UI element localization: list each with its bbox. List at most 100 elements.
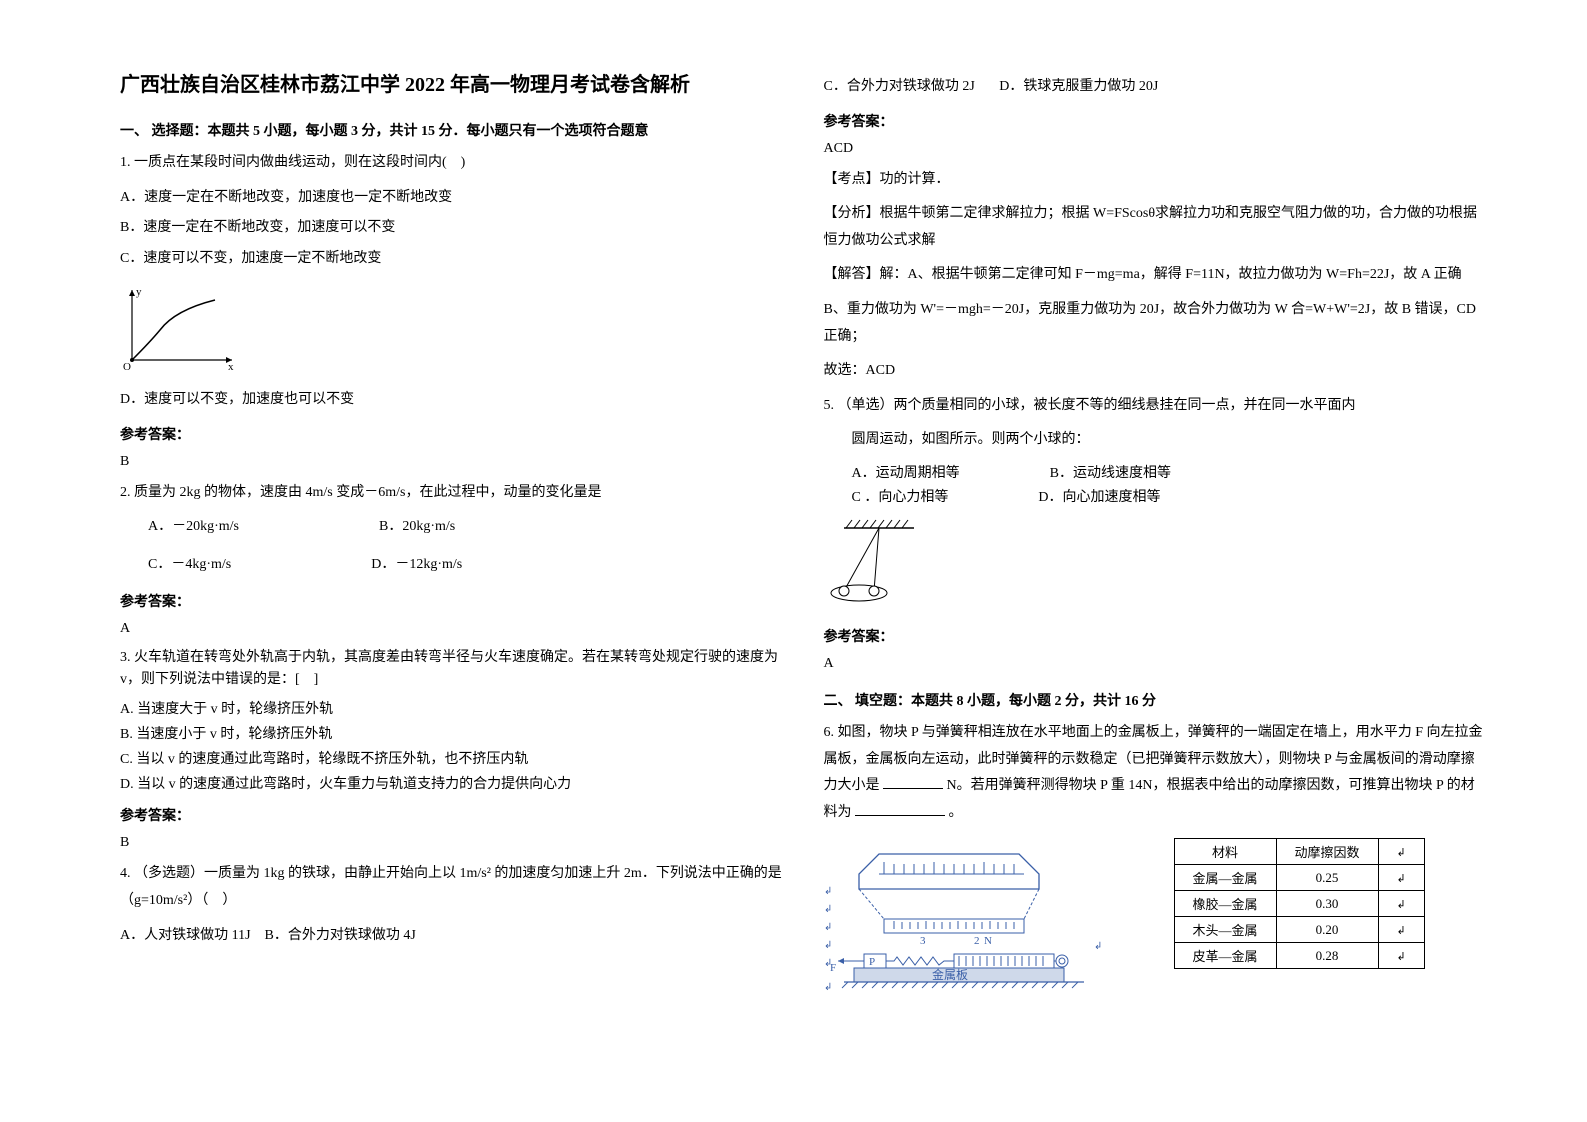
q3-optD: D. 当以 v 的速度通过此弯路时，火车重力与轨道支持力的合力提供向心力 (120, 774, 784, 795)
cell: 橡胶—金属 (1174, 891, 1276, 917)
wall-ring (1056, 955, 1068, 967)
q5-row1: A．运动周期相等 B．运动线速度相等 (824, 462, 1488, 482)
sym2: ↲ (824, 904, 832, 915)
sym5: ↲ (824, 958, 832, 969)
q1-stem: 1. 一质点在某段时间内做曲线运动，则在这段时间内( ) (120, 150, 784, 177)
q6-blank1 (883, 775, 943, 789)
ball1 (839, 586, 849, 596)
q5-stem1: 5. （单选）两个质量相同的小球，被长度不等的细线悬挂在同一点，并在同一水平面内 (824, 393, 1488, 420)
cell: 0.20 (1276, 917, 1378, 943)
q3-ans: B (120, 835, 784, 851)
q5-row2: C ．向心力相等 D．向心加速度相等 (824, 486, 1488, 506)
sym1: ↲ (824, 886, 832, 897)
cell: 0.25 (1276, 865, 1378, 891)
sym6: ↲ (824, 982, 832, 993)
plate-label: 金属板 (932, 967, 968, 982)
q4-optA: A．人对铁球做功 11J (120, 928, 251, 943)
sym4: ↲ (824, 940, 832, 951)
q4-jd1: 【解答】解：A、根据牛顿第二定律可知 F－mg=ma，解得 F=11N，故拉力做… (824, 262, 1488, 289)
table-header-row: 材料 动摩擦因数 ↲ (1174, 839, 1424, 865)
y-arrow (129, 290, 135, 296)
cell-sym: ↲ (1378, 917, 1424, 943)
scale-body-side (954, 954, 1054, 968)
tick-2: 2 (974, 935, 980, 947)
table-row: 橡胶—金属 0.30 ↲ (1174, 891, 1424, 917)
scale-small-body (884, 919, 1024, 933)
material-table: 材料 动摩擦因数 ↲ 金属—金属 0.25 ↲ 橡胶—金属 0.30 ↲ 木头—… (1174, 838, 1425, 969)
q5-optA: A．运动周期相等 (852, 462, 960, 482)
scale-large-body (859, 854, 1039, 889)
cell-sym: ↲ (1378, 943, 1424, 969)
q4-row1: A．人对铁球做功 11J B．合外力对铁球做功 4J (120, 923, 784, 950)
q5-figure (824, 516, 1488, 616)
curve-graph-svg: O y x (120, 282, 240, 372)
q5-ans: A (824, 656, 1488, 672)
pendulum-svg (824, 516, 944, 611)
q4-optB: B．合外力对铁球做功 4J (265, 928, 416, 943)
q3-stem: 3. 火车轨道在转弯处外轨高于内轨，其高度差由转弯半径与火车速度确定。若在某转弯… (120, 647, 784, 692)
q3-optB: B. 当速度小于 v 时，轮缘挤压外轨 (120, 724, 784, 745)
curve (132, 300, 215, 360)
q4-stem: 4. （多选题）一质量为 1kg 的铁球，由静止开始向上以 1m/s² 的加速度… (120, 861, 784, 914)
q4-kd: 【考点】功的计算． (824, 167, 1488, 194)
q3-optA: A. 当速度大于 v 时，轮缘挤压外轨 (120, 699, 784, 720)
q6-stem3: 。 (949, 805, 963, 820)
q1-ans-h: 参考答案： (120, 424, 784, 444)
q2-optB: B．20kg·m/s (379, 515, 455, 535)
q5-stem2: 圆周运动，如图所示。则两个小球的： (852, 427, 1488, 454)
q4-jd2: B、重力做功为 W'=－mgh=－20J，克服重力做功为 20J，故合外力做功为… (824, 297, 1488, 350)
section2-heading: 二、 填空题：本题共 8 小题，每小题 2 分，共计 16 分 (824, 690, 1488, 710)
q1-optC: C．速度可以不变，加速度一定不断地改变 (120, 246, 784, 273)
string1 (844, 528, 879, 591)
right-column: C．合外力对铁球做功 2J D．铁球克服重力做功 20J 参考答案： ACD 【… (804, 70, 1508, 1082)
q4-fx: 【分析】根据牛顿第二定律求解拉力；根据 W=FScosθ求解拉力功和克服空气阻力… (824, 201, 1488, 254)
cell-sym: ↲ (1378, 891, 1424, 917)
q2-optC: C．－4kg·m/s (148, 553, 231, 573)
q2-optA: A．－20kg·m/s (148, 515, 239, 535)
left-column: 广西壮族自治区桂林市荔江中学 2022 年高一物理月考试卷含解析 一、 选择题：… (100, 70, 804, 1082)
table-row: 金属—金属 0.25 ↲ (1174, 865, 1424, 891)
cell: 0.28 (1276, 943, 1378, 969)
wall-ring-inner (1059, 958, 1065, 964)
sym-r: ↲ (1094, 941, 1102, 952)
f-arrow (838, 958, 844, 964)
q6-blank2 (855, 802, 945, 816)
q4-optC: C．合外力对铁球做功 2J (824, 79, 975, 94)
q4-optD: D．铁球克服重力做功 20J (999, 79, 1158, 94)
table-row: 皮革—金属 0.28 ↲ (1174, 943, 1424, 969)
q4-ans: ACD (824, 141, 1488, 157)
q2-stem: 2. 质量为 2kg 的物体，速度由 4m/s 变成－6m/s，在此过程中，动量… (120, 480, 784, 507)
cell: 金属—金属 (1174, 865, 1276, 891)
section1-heading: 一、 选择题：本题共 5 小题，每小题 3 分，共计 15 分．每小题只有一个选… (120, 120, 784, 140)
q1-graph: O y x (120, 282, 784, 377)
tick-3: 3 (920, 935, 926, 947)
q2-ans: A (120, 621, 784, 637)
cell: 0.30 (1276, 891, 1378, 917)
th-sym: ↲ (1378, 839, 1424, 865)
q1-optB: B．速度一定在不断地改变，加速度可以不变 (120, 215, 784, 242)
spring-coil (886, 957, 954, 965)
ball2 (869, 586, 879, 596)
p-label: P (869, 956, 875, 968)
q1-ans: B (120, 454, 784, 470)
zoom-line-l (859, 889, 884, 919)
cell: 皮革—金属 (1174, 943, 1276, 969)
string2 (874, 528, 879, 591)
q1-optA: A．速度一定在不断地改变，加速度也一定不断地改变 (120, 185, 784, 212)
q4-ans-h: 参考答案： (824, 111, 1488, 131)
q5-optC: C ．向心力相等 (852, 486, 949, 506)
q4-row2: C．合外力对铁球做功 2J D．铁球克服重力做功 20J (824, 74, 1488, 101)
q1-optD: D．速度可以不变，加速度也可以不变 (120, 387, 784, 414)
scale-small-ticks (894, 921, 1014, 929)
q6-figure-row: 3 2 N P F (824, 834, 1488, 994)
q3-optC: C. 当以 v 的速度通过此弯路时，轮缘既不挤压外轨，也不挤压内轨 (120, 749, 784, 770)
hatch (846, 520, 908, 528)
q5-optD: D．向心加速度相等 (1038, 486, 1160, 506)
q2-row2: C．－4kg·m/s D．－12kg·m/s (120, 553, 784, 573)
cell-sym: ↲ (1378, 865, 1424, 891)
q2-row1: A．－20kg·m/s B．20kg·m/s (120, 515, 784, 535)
x-label: x (228, 361, 234, 372)
th-coeff: 动摩擦因数 (1276, 839, 1378, 865)
table-row: 木头—金属 0.20 ↲ (1174, 917, 1424, 943)
sym3: ↲ (824, 922, 832, 933)
